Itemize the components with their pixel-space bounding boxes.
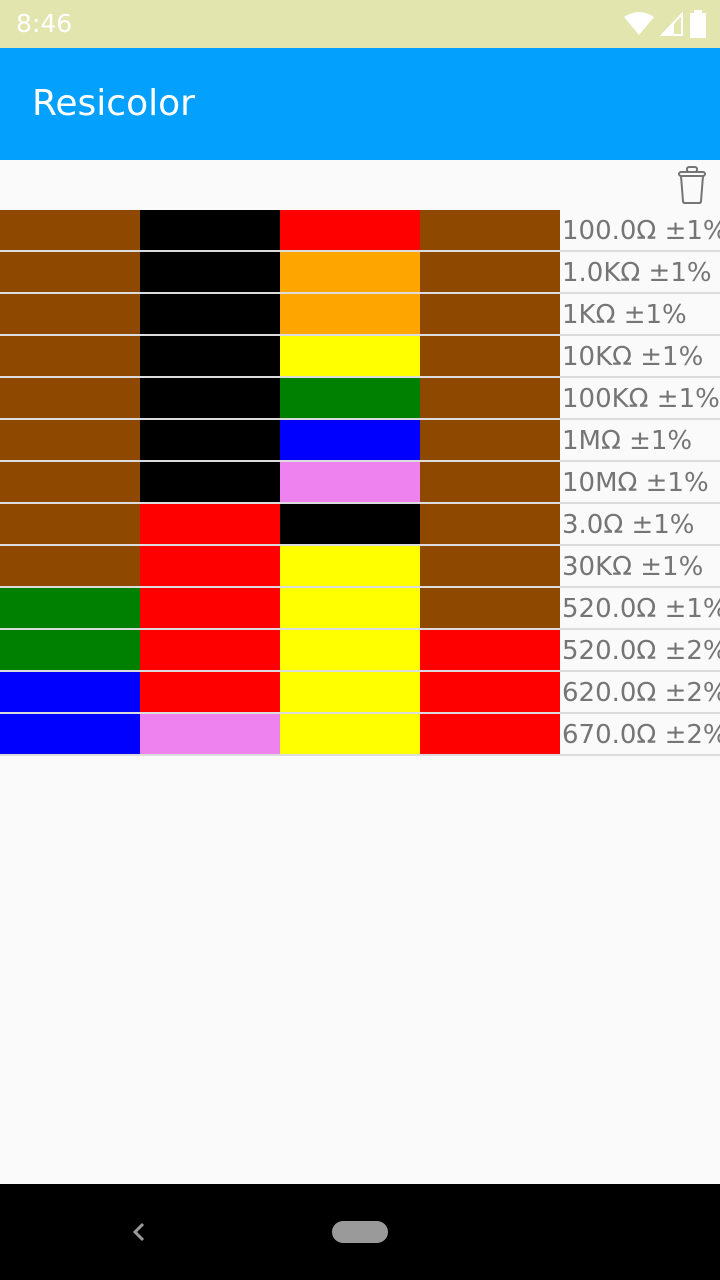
color-band-red (420, 672, 560, 712)
color-band-brown (420, 546, 560, 586)
resistance-value: 100.0Ω ±1% (562, 216, 720, 246)
color-band-blue (0, 714, 140, 754)
color-band-black (140, 420, 280, 460)
wifi-icon (624, 12, 654, 35)
color-band-brown (0, 378, 140, 418)
color-band-brown (0, 210, 140, 250)
color-band-green (0, 588, 140, 628)
color-band-orange (280, 294, 420, 334)
color-band-brown (0, 294, 140, 334)
color-band-black (140, 336, 280, 376)
color-band-red (140, 546, 280, 586)
color-band-green (0, 630, 140, 670)
resistor-row[interactable]: 1.0KΩ ±1% (0, 252, 720, 294)
resistance-value: 10MΩ ±1% (562, 468, 709, 498)
resistance-value: 30KΩ ±1% (562, 552, 704, 582)
home-pill-icon[interactable] (332, 1221, 388, 1243)
resistance-value: 100KΩ ±1% (562, 384, 720, 414)
status-icons (624, 10, 706, 38)
resistance-value: 620.0Ω ±2% (562, 678, 720, 708)
color-band-brown (0, 336, 140, 376)
color-band-brown (0, 504, 140, 544)
resistance-value: 520.0Ω ±2% (562, 636, 720, 666)
color-band-brown (0, 546, 140, 586)
color-band-red (420, 714, 560, 754)
color-band-black (280, 504, 420, 544)
color-band-blue (280, 420, 420, 460)
color-band-brown (0, 252, 140, 292)
color-band-black (140, 378, 280, 418)
resistor-row[interactable]: 3.0Ω ±1% (0, 504, 720, 546)
color-band-yellow (280, 672, 420, 712)
color-band-brown (420, 588, 560, 628)
resistor-row[interactable]: 520.0Ω ±2% (0, 630, 720, 672)
color-band-red (140, 588, 280, 628)
battery-icon (690, 10, 706, 38)
color-band-brown (0, 462, 140, 502)
color-band-violet (140, 714, 280, 754)
resistance-value: 3.0Ω ±1% (562, 510, 695, 540)
color-band-red (420, 630, 560, 670)
color-band-red (280, 210, 420, 250)
color-band-brown (420, 252, 560, 292)
color-band-brown (420, 336, 560, 376)
color-band-yellow (280, 714, 420, 754)
color-band-red (140, 504, 280, 544)
app-title: Resicolor (32, 83, 195, 124)
color-band-blue (0, 672, 140, 712)
resistance-value: 520.0Ω ±1% (562, 594, 720, 624)
color-band-black (140, 462, 280, 502)
navigation-bar (0, 1184, 720, 1280)
resistor-row[interactable]: 670.0Ω ±2% (0, 714, 720, 756)
resistor-row[interactable]: 10MΩ ±1% (0, 462, 720, 504)
color-band-red (140, 672, 280, 712)
color-band-green (280, 378, 420, 418)
resistor-row[interactable]: 1KΩ ±1% (0, 294, 720, 336)
color-band-brown (420, 210, 560, 250)
resistance-value: 1KΩ ±1% (562, 300, 687, 330)
resistance-value: 10KΩ ±1% (562, 342, 704, 372)
resistor-row[interactable]: 620.0Ω ±2% (0, 672, 720, 714)
color-band-brown (420, 378, 560, 418)
color-band-brown (420, 504, 560, 544)
resistor-row[interactable]: 100.0Ω ±1% (0, 210, 720, 252)
back-icon[interactable] (124, 1212, 154, 1252)
color-band-black (140, 294, 280, 334)
trash-icon (678, 166, 706, 204)
resistor-row[interactable]: 10KΩ ±1% (0, 336, 720, 378)
color-band-brown (420, 420, 560, 460)
resistance-value: 670.0Ω ±2% (562, 720, 720, 750)
color-band-yellow (280, 546, 420, 586)
resistor-row[interactable]: 1MΩ ±1% (0, 420, 720, 462)
resistor-row[interactable]: 520.0Ω ±1% (0, 588, 720, 630)
color-band-brown (0, 420, 140, 460)
color-band-violet (280, 462, 420, 502)
status-time: 8:46 (16, 9, 73, 38)
color-band-brown (420, 294, 560, 334)
color-band-yellow (280, 588, 420, 628)
status-bar: 8:46 (0, 0, 720, 48)
color-band-black (140, 210, 280, 250)
toolbar-row (0, 160, 720, 210)
resistor-row[interactable]: 30KΩ ±1% (0, 546, 720, 588)
color-band-yellow (280, 630, 420, 670)
color-band-red (140, 630, 280, 670)
color-band-orange (280, 252, 420, 292)
app-bar: Resicolor (0, 48, 720, 160)
resistance-value: 1.0KΩ ±1% (562, 258, 712, 288)
resistor-list: 100.0Ω ±1% 1.0KΩ ±1% 1KΩ ±1% 10KΩ ±1% 100KΩ … (0, 210, 720, 756)
color-band-brown (420, 462, 560, 502)
color-band-yellow (280, 336, 420, 376)
resistance-value: 1MΩ ±1% (562, 426, 693, 456)
delete-all-button[interactable] (672, 162, 712, 208)
cell-signal-icon (660, 12, 683, 36)
resistor-row[interactable]: 100KΩ ±1% (0, 378, 720, 420)
color-band-black (140, 252, 280, 292)
